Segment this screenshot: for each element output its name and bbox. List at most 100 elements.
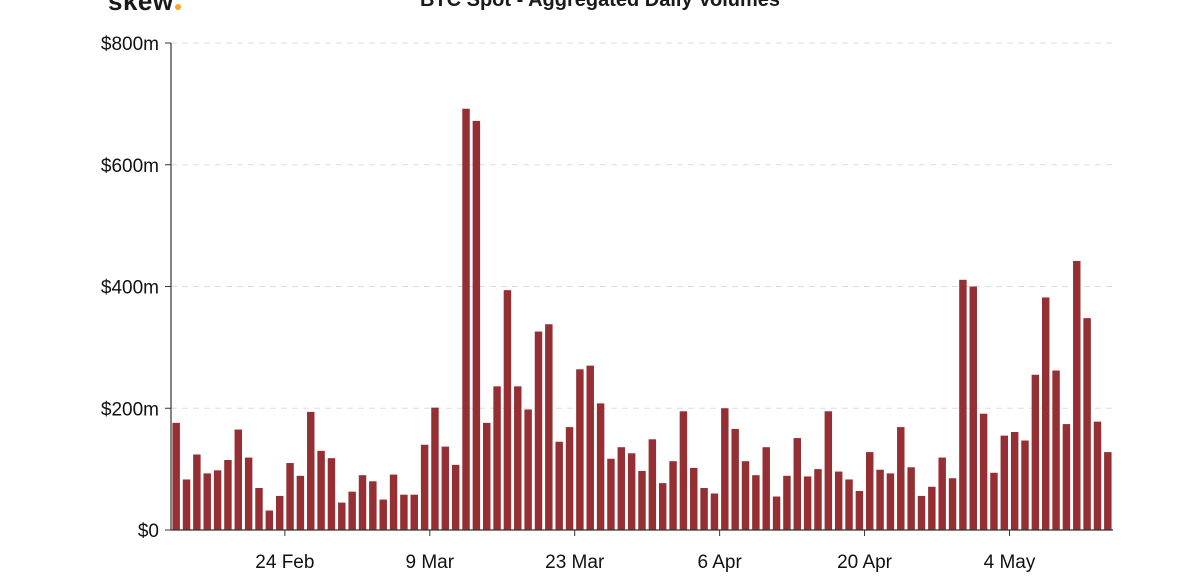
bar bbox=[938, 457, 946, 530]
bar bbox=[441, 446, 450, 530]
bar bbox=[576, 369, 584, 530]
bar bbox=[607, 458, 615, 530]
bar bbox=[979, 413, 988, 530]
bar bbox=[379, 499, 387, 530]
logo-dot bbox=[174, 4, 181, 10]
bar bbox=[793, 438, 801, 530]
bar bbox=[172, 422, 180, 530]
bar bbox=[783, 475, 791, 530]
bar bbox=[669, 461, 677, 530]
bar bbox=[483, 422, 491, 530]
y-tick-label: $400m bbox=[101, 278, 159, 299]
bar bbox=[710, 493, 719, 530]
bar bbox=[886, 473, 895, 530]
axes: $0 $200m $400m $600m $800m 24 Feb 9 Mar 23 Mar 6… bbox=[101, 34, 1113, 573]
bar bbox=[1093, 421, 1102, 530]
x-tick-label: 20 Apr bbox=[837, 552, 893, 573]
bar bbox=[451, 464, 460, 530]
bar bbox=[348, 491, 356, 530]
bar bbox=[472, 120, 481, 531]
bar bbox=[555, 441, 563, 530]
bar bbox=[834, 471, 843, 530]
bar bbox=[296, 475, 305, 530]
bar bbox=[369, 481, 377, 530]
bar bbox=[514, 386, 522, 530]
x-tick-label: 4 May bbox=[984, 552, 1036, 573]
bar bbox=[255, 488, 263, 530]
bar bbox=[866, 452, 874, 530]
x-tick-label: 23 Mar bbox=[545, 552, 605, 573]
bar bbox=[182, 479, 191, 530]
bar bbox=[803, 476, 812, 530]
bar bbox=[690, 467, 698, 530]
brand-logo: skew bbox=[108, 0, 181, 17]
bar bbox=[658, 483, 667, 530]
bar bbox=[1083, 318, 1091, 530]
bar bbox=[524, 409, 532, 530]
bar bbox=[545, 324, 553, 530]
bar bbox=[855, 491, 864, 530]
bar bbox=[1073, 260, 1081, 530]
bar bbox=[534, 331, 543, 530]
bar bbox=[876, 469, 884, 530]
bar bbox=[1010, 431, 1019, 530]
bar bbox=[1021, 440, 1029, 530]
bar bbox=[307, 411, 315, 530]
chart-title: BTC Spot - Aggregated Daily Volumes bbox=[419, 0, 781, 11]
bar bbox=[772, 496, 781, 530]
bar bbox=[565, 427, 574, 530]
bar bbox=[420, 444, 429, 530]
bar bbox=[648, 439, 657, 530]
bar bbox=[193, 454, 201, 530]
bar bbox=[1031, 374, 1040, 530]
x-tick-label: 9 Mar bbox=[406, 552, 455, 573]
bar bbox=[462, 108, 470, 530]
y-tick-label: $200m bbox=[101, 399, 159, 420]
bars bbox=[172, 108, 1112, 531]
bar bbox=[586, 365, 594, 530]
bar bbox=[317, 450, 325, 530]
bar bbox=[990, 472, 998, 530]
y-tick-label: $800m bbox=[101, 34, 159, 55]
bar bbox=[265, 510, 274, 530]
bar bbox=[338, 502, 346, 530]
bar bbox=[700, 488, 708, 530]
bar bbox=[897, 427, 905, 530]
bar bbox=[503, 290, 512, 530]
bar bbox=[959, 279, 967, 530]
y-tick-label: $0 bbox=[138, 521, 159, 542]
bar bbox=[928, 486, 936, 530]
bar bbox=[596, 403, 605, 530]
bar bbox=[286, 463, 294, 530]
bar bbox=[1000, 435, 1009, 530]
bar bbox=[389, 474, 398, 530]
logo-text: skew bbox=[108, 0, 174, 16]
bar bbox=[679, 411, 688, 530]
bar bbox=[234, 429, 243, 530]
bar bbox=[1052, 370, 1060, 530]
bar bbox=[431, 407, 439, 530]
x-tick-label: 24 Feb bbox=[255, 552, 314, 573]
x-tick-label: 6 Apr bbox=[697, 552, 742, 573]
gridlines bbox=[171, 42, 1113, 409]
bar bbox=[917, 495, 926, 530]
bar bbox=[1062, 424, 1071, 530]
bar bbox=[493, 386, 501, 530]
bar bbox=[244, 457, 253, 530]
bar bbox=[969, 286, 977, 530]
bar bbox=[213, 470, 222, 530]
y-tick-label: $600m bbox=[101, 156, 159, 177]
bar bbox=[327, 458, 336, 530]
bar bbox=[638, 470, 646, 530]
bar bbox=[627, 453, 636, 530]
bar bbox=[1041, 297, 1050, 530]
bar bbox=[617, 447, 626, 530]
bar bbox=[275, 495, 284, 530]
bar bbox=[410, 494, 418, 530]
bar bbox=[358, 475, 367, 530]
bar bbox=[762, 447, 770, 530]
bar bbox=[224, 459, 232, 530]
bar bbox=[814, 469, 822, 531]
bar bbox=[721, 408, 729, 530]
